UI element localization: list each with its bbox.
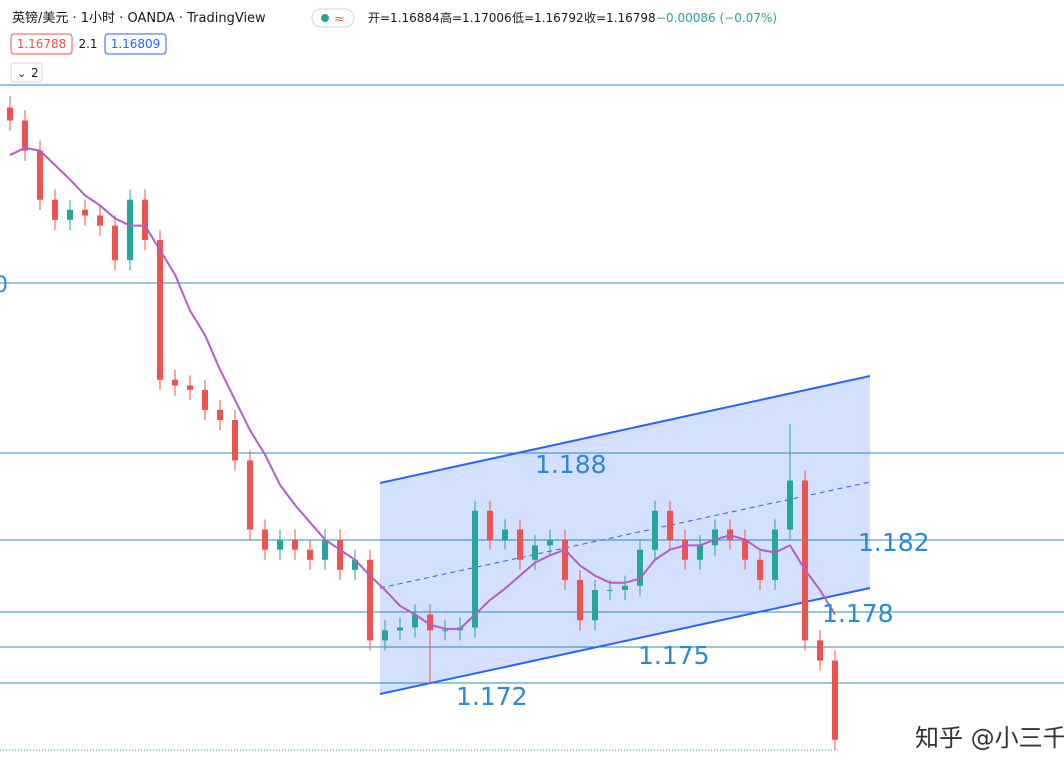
candle-body xyxy=(277,539,283,550)
candle-body xyxy=(532,545,538,560)
candle-body xyxy=(607,590,613,592)
candle-body xyxy=(292,539,298,550)
ohlc-item: 高=1.17006 xyxy=(440,10,512,25)
candle-body xyxy=(322,539,328,560)
ohlc-item: 开=1.16884 xyxy=(368,11,440,25)
candle-body xyxy=(52,199,58,220)
spread: 2.1 xyxy=(78,37,97,51)
candle-body xyxy=(202,389,208,410)
channel xyxy=(379,375,871,695)
ohlc-item: 低=1.16792 xyxy=(512,11,584,25)
axis-fragment: 0 xyxy=(0,273,8,298)
price-annotation: 1.175 xyxy=(638,641,710,670)
candle-body xyxy=(712,529,718,546)
candle-body xyxy=(787,480,793,530)
candle-body xyxy=(742,539,748,560)
candle-body xyxy=(157,240,163,380)
candle-body xyxy=(412,614,418,628)
price-annotation: 1.182 xyxy=(858,528,930,557)
candle-body xyxy=(622,585,628,591)
candle-body xyxy=(652,510,658,550)
symbol: 英镑/美元 · 1小时 · OANDA · TradingView xyxy=(12,10,266,26)
bid: 1.16788 xyxy=(17,37,67,51)
candle-body xyxy=(757,559,763,580)
moving-average xyxy=(9,146,836,630)
candle-body xyxy=(592,590,598,621)
chevron: ⌄ xyxy=(17,67,26,80)
candle-body xyxy=(487,510,493,540)
candle-body xyxy=(667,510,673,540)
candle-body xyxy=(427,614,433,631)
candle-body xyxy=(472,510,478,628)
plot xyxy=(7,96,838,750)
candle-body xyxy=(547,539,553,546)
watermark: 知乎 @小三千 xyxy=(915,724,1064,752)
candle-body xyxy=(82,209,88,216)
indicator-count: 2 xyxy=(31,66,39,80)
candle-body xyxy=(637,549,643,586)
status-icon: ≈ xyxy=(334,12,345,27)
ohlc-item: −0.00086 (−0.07%) xyxy=(656,11,777,25)
candle-body xyxy=(802,480,808,641)
candle-body xyxy=(517,529,523,560)
status-dot xyxy=(321,14,329,22)
candle-body xyxy=(127,199,133,261)
ask: 1.16809 xyxy=(111,37,161,51)
candle-body xyxy=(217,409,223,421)
candle-body xyxy=(172,379,178,386)
candle-body xyxy=(502,529,508,540)
candle-body xyxy=(697,545,703,560)
candle-body xyxy=(367,559,373,641)
candle-body xyxy=(832,660,838,740)
candle-body xyxy=(142,199,148,241)
candle-body xyxy=(352,559,358,570)
price-annotation: 1.188 xyxy=(535,450,607,479)
candle-body xyxy=(817,640,823,661)
candle-body xyxy=(247,460,253,530)
candle-body xyxy=(22,120,28,151)
level-lines xyxy=(0,84,1064,751)
ohlc-item: 收=1.16798 xyxy=(584,11,656,25)
candle-body xyxy=(382,630,388,641)
indicator-toggle[interactable] xyxy=(10,62,43,83)
candle-body xyxy=(562,539,568,580)
bid-box[interactable] xyxy=(10,33,73,55)
status-pill[interactable] xyxy=(311,8,355,28)
channel-lower xyxy=(379,587,871,695)
candle-body xyxy=(337,539,343,570)
candle-body xyxy=(307,549,313,560)
ohlc: 开=1.16884 高=1.17006 低=1.16792 收=1.16798 −0.0… xyxy=(368,10,777,25)
candle-body xyxy=(442,630,448,632)
candle-body xyxy=(397,627,403,631)
candle-body xyxy=(67,209,73,220)
price-annotation: 1.178 xyxy=(822,599,894,628)
channel-upper xyxy=(379,375,871,484)
candle-body xyxy=(187,385,193,390)
candle-body xyxy=(232,420,238,461)
candle-body xyxy=(772,529,778,580)
candle-body xyxy=(577,579,583,621)
candle-body xyxy=(37,150,43,200)
candle-body xyxy=(682,539,688,560)
candle-body xyxy=(112,225,118,261)
candle-body xyxy=(7,107,13,121)
candle-body xyxy=(97,215,103,226)
ask-box[interactable] xyxy=(104,33,167,55)
candle-body xyxy=(262,529,268,550)
annotations: 1.188 1.182 1.178 1.175 1.172 xyxy=(456,450,930,711)
price-annotation: 1.172 xyxy=(456,682,528,711)
